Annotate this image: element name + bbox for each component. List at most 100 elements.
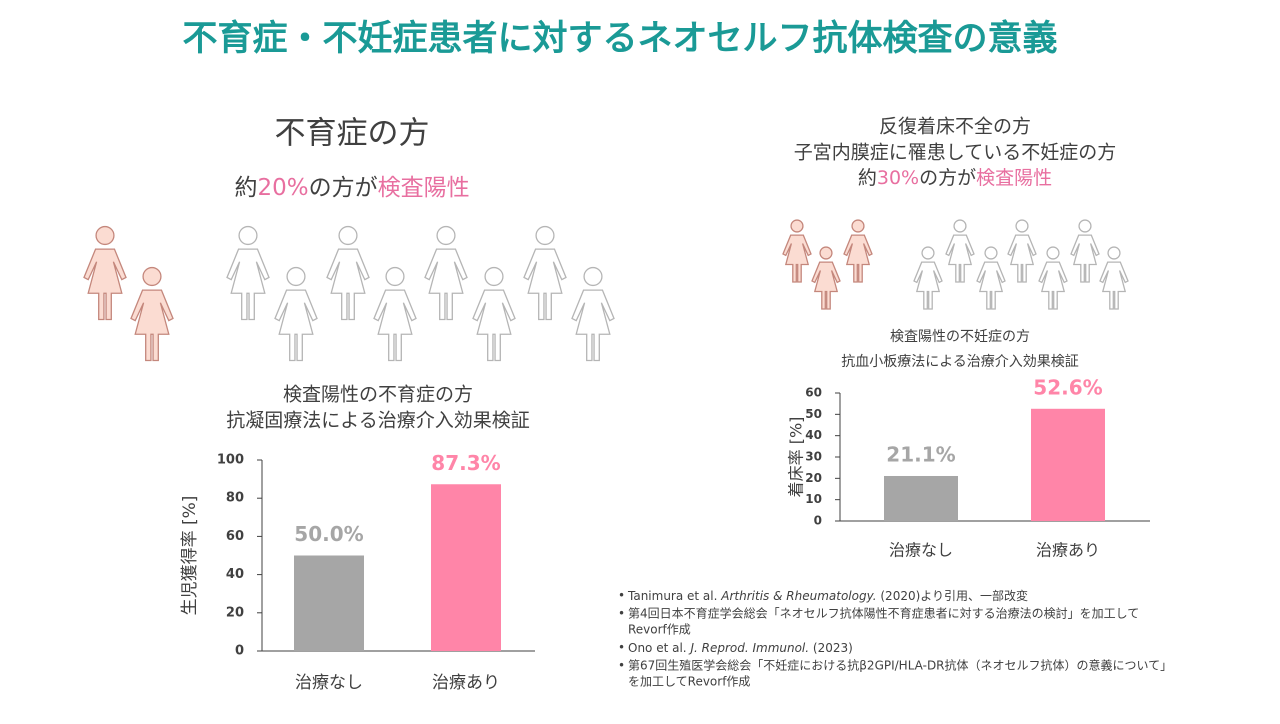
reference-line: 第4回日本不育症学会総会「ネオセルフ抗体陽性不育症患者に対する治療法の検討」を加… xyxy=(628,606,1139,621)
person-icon xyxy=(424,225,468,321)
chart-title: 抗血小板療法による治療介入効果検証 xyxy=(841,353,1079,370)
summary: 約30%の方が検査陽性 xyxy=(858,167,1052,189)
person-icon xyxy=(945,219,975,283)
body xyxy=(274,289,318,362)
value-label: 52.6% xyxy=(1033,375,1102,399)
person-icon xyxy=(913,246,943,310)
value-label: 87.3% xyxy=(431,451,500,475)
y-tick-label: 40 xyxy=(805,428,822,442)
person-icon xyxy=(811,246,841,310)
head xyxy=(1015,219,1029,233)
value-label: 21.1% xyxy=(886,442,955,466)
y-tick-label: 80 xyxy=(226,491,244,506)
person-icon xyxy=(373,266,417,362)
summary-part: の方が xyxy=(919,167,976,189)
slide-title: 不育症・不妊症患者に対するネオセルフ抗体検査の意義 xyxy=(182,18,1057,59)
summary-part: 検査陽性 xyxy=(378,175,470,201)
bullet: • xyxy=(618,659,625,673)
bar xyxy=(294,555,364,651)
person-icon xyxy=(571,266,615,362)
body xyxy=(1038,261,1068,310)
y-tick-label: 0 xyxy=(235,644,244,659)
head xyxy=(1107,246,1121,260)
body xyxy=(1007,234,1037,283)
person-icon xyxy=(976,246,1006,310)
year: (2023) xyxy=(809,641,853,655)
body xyxy=(523,248,567,321)
bullet: • xyxy=(618,589,625,603)
head xyxy=(819,246,833,260)
x-tick-label: 治療なし xyxy=(889,541,953,560)
x-tick-label: 治療なし xyxy=(295,673,363,693)
body xyxy=(843,234,873,283)
person-icon xyxy=(326,225,370,321)
authors: Tanimura et al. xyxy=(627,589,721,603)
summary-part: 20% xyxy=(257,175,308,201)
body xyxy=(373,289,417,362)
person-icon xyxy=(1038,246,1068,310)
y-tick-label: 60 xyxy=(226,529,244,544)
head xyxy=(238,225,258,246)
head xyxy=(286,266,306,287)
journal: J. Reprod. Immunol. xyxy=(688,641,809,655)
person-icon xyxy=(1099,246,1129,310)
reference-line: 第67回生殖医学会総会「不妊症における抗β2GPI/HLA-DR抗体（ネオセルフ… xyxy=(628,658,1172,673)
right-heading: 子宮内膜症に罹患している不妊症の方 xyxy=(794,142,1116,164)
bullet: • xyxy=(618,607,625,621)
bar xyxy=(884,475,958,521)
head xyxy=(921,246,935,260)
head xyxy=(338,225,358,246)
head xyxy=(790,219,804,233)
y-tick-label: 20 xyxy=(805,471,822,485)
x-tick-label: 治療あり xyxy=(1036,541,1100,560)
y-tick-label: 60 xyxy=(805,386,822,400)
head xyxy=(1078,219,1092,233)
bar xyxy=(1031,408,1105,521)
head xyxy=(142,266,162,287)
chart-title: 抗凝固療法による治療介入効果検証 xyxy=(226,410,529,432)
body xyxy=(326,248,370,321)
person-icon xyxy=(130,266,174,362)
y-axis-label: 着床率 [%] xyxy=(787,417,806,498)
head xyxy=(583,266,603,287)
body xyxy=(472,289,516,362)
chart-title: 検査陽性の不育症の方 xyxy=(283,384,473,406)
journal: Arthritis & Rheumatology. xyxy=(720,589,876,603)
body xyxy=(976,261,1006,310)
head xyxy=(484,266,504,287)
summary-part: 約 xyxy=(858,167,877,189)
summary-part: の方が xyxy=(309,175,378,201)
head xyxy=(984,246,998,260)
reference: Ono et al. J. Reprod. Immunol. (2023) xyxy=(628,641,853,655)
body xyxy=(913,261,943,310)
body xyxy=(811,261,841,310)
left-heading: 不育症の方 xyxy=(275,116,430,152)
head xyxy=(95,225,115,246)
reference-line: Revorf作成 xyxy=(628,623,691,637)
summary-part: 約 xyxy=(234,175,257,201)
authors: Ono et al. xyxy=(628,641,690,655)
y-tick-label: 0 xyxy=(814,514,822,528)
person-icon xyxy=(226,225,270,321)
reference: Tanimura et al. Arthritis & Rheumatology… xyxy=(627,588,1028,603)
bullet: • xyxy=(618,641,625,655)
y-tick-label: 40 xyxy=(226,567,244,582)
body xyxy=(1099,261,1129,310)
head xyxy=(1046,246,1060,260)
y-tick-label: 100 xyxy=(217,453,244,468)
summary-part: 検査陽性 xyxy=(976,167,1052,189)
body xyxy=(782,234,812,283)
year: (2020)より引用、一部改変 xyxy=(877,588,1028,603)
person-icon xyxy=(782,219,812,283)
body xyxy=(424,248,468,321)
body xyxy=(130,289,174,362)
body xyxy=(226,248,270,321)
value-label: 50.0% xyxy=(294,522,363,546)
person-icon xyxy=(83,225,127,321)
head xyxy=(385,266,405,287)
person-icon xyxy=(843,219,873,283)
person-icon xyxy=(472,266,516,362)
y-tick-label: 10 xyxy=(805,492,822,506)
y-tick-label: 30 xyxy=(805,450,822,464)
